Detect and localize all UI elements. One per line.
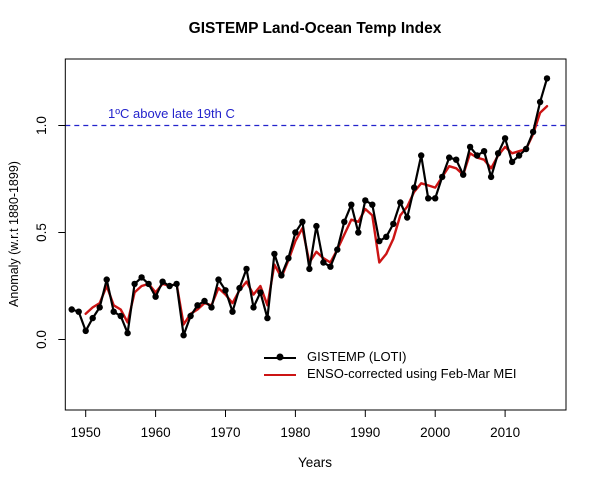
chart-title: GISTEMP Land-Ocean Temp Index bbox=[188, 20, 442, 37]
data-point bbox=[460, 171, 467, 178]
data-point bbox=[285, 255, 292, 262]
data-point bbox=[236, 284, 243, 292]
data-point bbox=[180, 332, 187, 339]
data-point bbox=[215, 276, 222, 283]
data-point bbox=[439, 173, 446, 181]
data-point bbox=[166, 282, 173, 290]
data-point bbox=[250, 304, 257, 311]
data-point bbox=[501, 135, 509, 142]
data-point bbox=[341, 218, 348, 225]
data-point bbox=[383, 233, 390, 240]
data-point bbox=[103, 276, 110, 283]
x-tick-label: 2010 bbox=[490, 425, 520, 440]
data-point bbox=[222, 287, 229, 294]
data-point bbox=[466, 143, 474, 151]
data-point bbox=[376, 237, 383, 245]
legend-row-enso: ENSO-corrected using Feb-Mar MEI bbox=[264, 365, 517, 382]
data-point bbox=[515, 152, 523, 159]
legend-label-gistemp: GISTEMP (LOTI) bbox=[307, 349, 407, 364]
one-degree-annotation: 1ºC above late 19th C bbox=[108, 106, 235, 121]
x-tick-label: 1980 bbox=[280, 425, 310, 440]
data-point bbox=[306, 265, 313, 273]
data-point bbox=[194, 302, 201, 309]
x-tick-label: 1970 bbox=[210, 425, 240, 440]
data-point bbox=[124, 329, 131, 337]
data-point bbox=[299, 218, 306, 225]
data-point bbox=[110, 308, 117, 315]
data-point bbox=[320, 259, 327, 266]
plot-border bbox=[64, 58, 567, 411]
legend: GISTEMP (LOTI) ENSO-corrected using Feb-… bbox=[264, 348, 517, 382]
x-tick-label: 1950 bbox=[71, 425, 101, 440]
data-point bbox=[229, 308, 236, 315]
data-point bbox=[536, 98, 544, 106]
data-point bbox=[453, 156, 460, 163]
y-tick-label: 0.5 bbox=[34, 223, 49, 242]
data-point bbox=[173, 280, 180, 288]
data-point bbox=[348, 201, 355, 208]
data-point bbox=[432, 195, 439, 202]
data-point bbox=[425, 195, 432, 202]
data-point bbox=[480, 148, 488, 155]
data-point bbox=[508, 158, 516, 166]
x-tick-label: 1960 bbox=[141, 425, 171, 440]
legend-row-gistemp: GISTEMP (LOTI) bbox=[264, 348, 517, 365]
data-point bbox=[334, 246, 341, 253]
data-point bbox=[208, 304, 215, 311]
data-point bbox=[152, 293, 159, 300]
data-point bbox=[89, 314, 96, 322]
data-point bbox=[313, 222, 320, 230]
data-point bbox=[264, 314, 271, 322]
data-point bbox=[138, 274, 145, 281]
data-point bbox=[397, 199, 404, 206]
data-point bbox=[257, 289, 264, 296]
data-point bbox=[369, 201, 376, 208]
data-point bbox=[96, 304, 103, 311]
legend-label-enso: ENSO-corrected using Feb-Mar MEI bbox=[307, 366, 517, 381]
data-point bbox=[446, 154, 453, 161]
data-point bbox=[292, 229, 299, 236]
data-point bbox=[362, 197, 369, 204]
data-point bbox=[529, 128, 537, 136]
data-point bbox=[68, 306, 75, 313]
data-point bbox=[355, 229, 362, 236]
data-point bbox=[145, 280, 152, 288]
data-point bbox=[473, 152, 481, 159]
data-point bbox=[411, 184, 418, 191]
data-point bbox=[390, 220, 397, 228]
enso-corrected-line bbox=[84, 104, 549, 326]
x-tick-label: 2000 bbox=[420, 425, 450, 440]
data-point bbox=[487, 173, 495, 181]
y-tick-label: 1.0 bbox=[34, 116, 49, 135]
data-point bbox=[404, 214, 411, 221]
data-point bbox=[327, 263, 334, 270]
data-point bbox=[418, 152, 425, 159]
data-point bbox=[494, 150, 502, 157]
data-point bbox=[543, 75, 551, 82]
data-point bbox=[75, 308, 82, 315]
data-point bbox=[82, 327, 89, 335]
y-tick-label: 0.0 bbox=[34, 330, 49, 349]
data-point bbox=[159, 278, 166, 285]
data-point bbox=[187, 312, 194, 320]
data-point bbox=[278, 272, 285, 279]
data-point bbox=[201, 297, 208, 305]
data-point bbox=[131, 280, 138, 288]
x-tick-label: 1990 bbox=[350, 425, 380, 440]
data-point bbox=[522, 145, 530, 153]
data-point bbox=[271, 250, 278, 258]
data-point bbox=[243, 265, 250, 273]
x-axis-title: Years bbox=[297, 455, 333, 470]
data-point bbox=[117, 312, 124, 320]
